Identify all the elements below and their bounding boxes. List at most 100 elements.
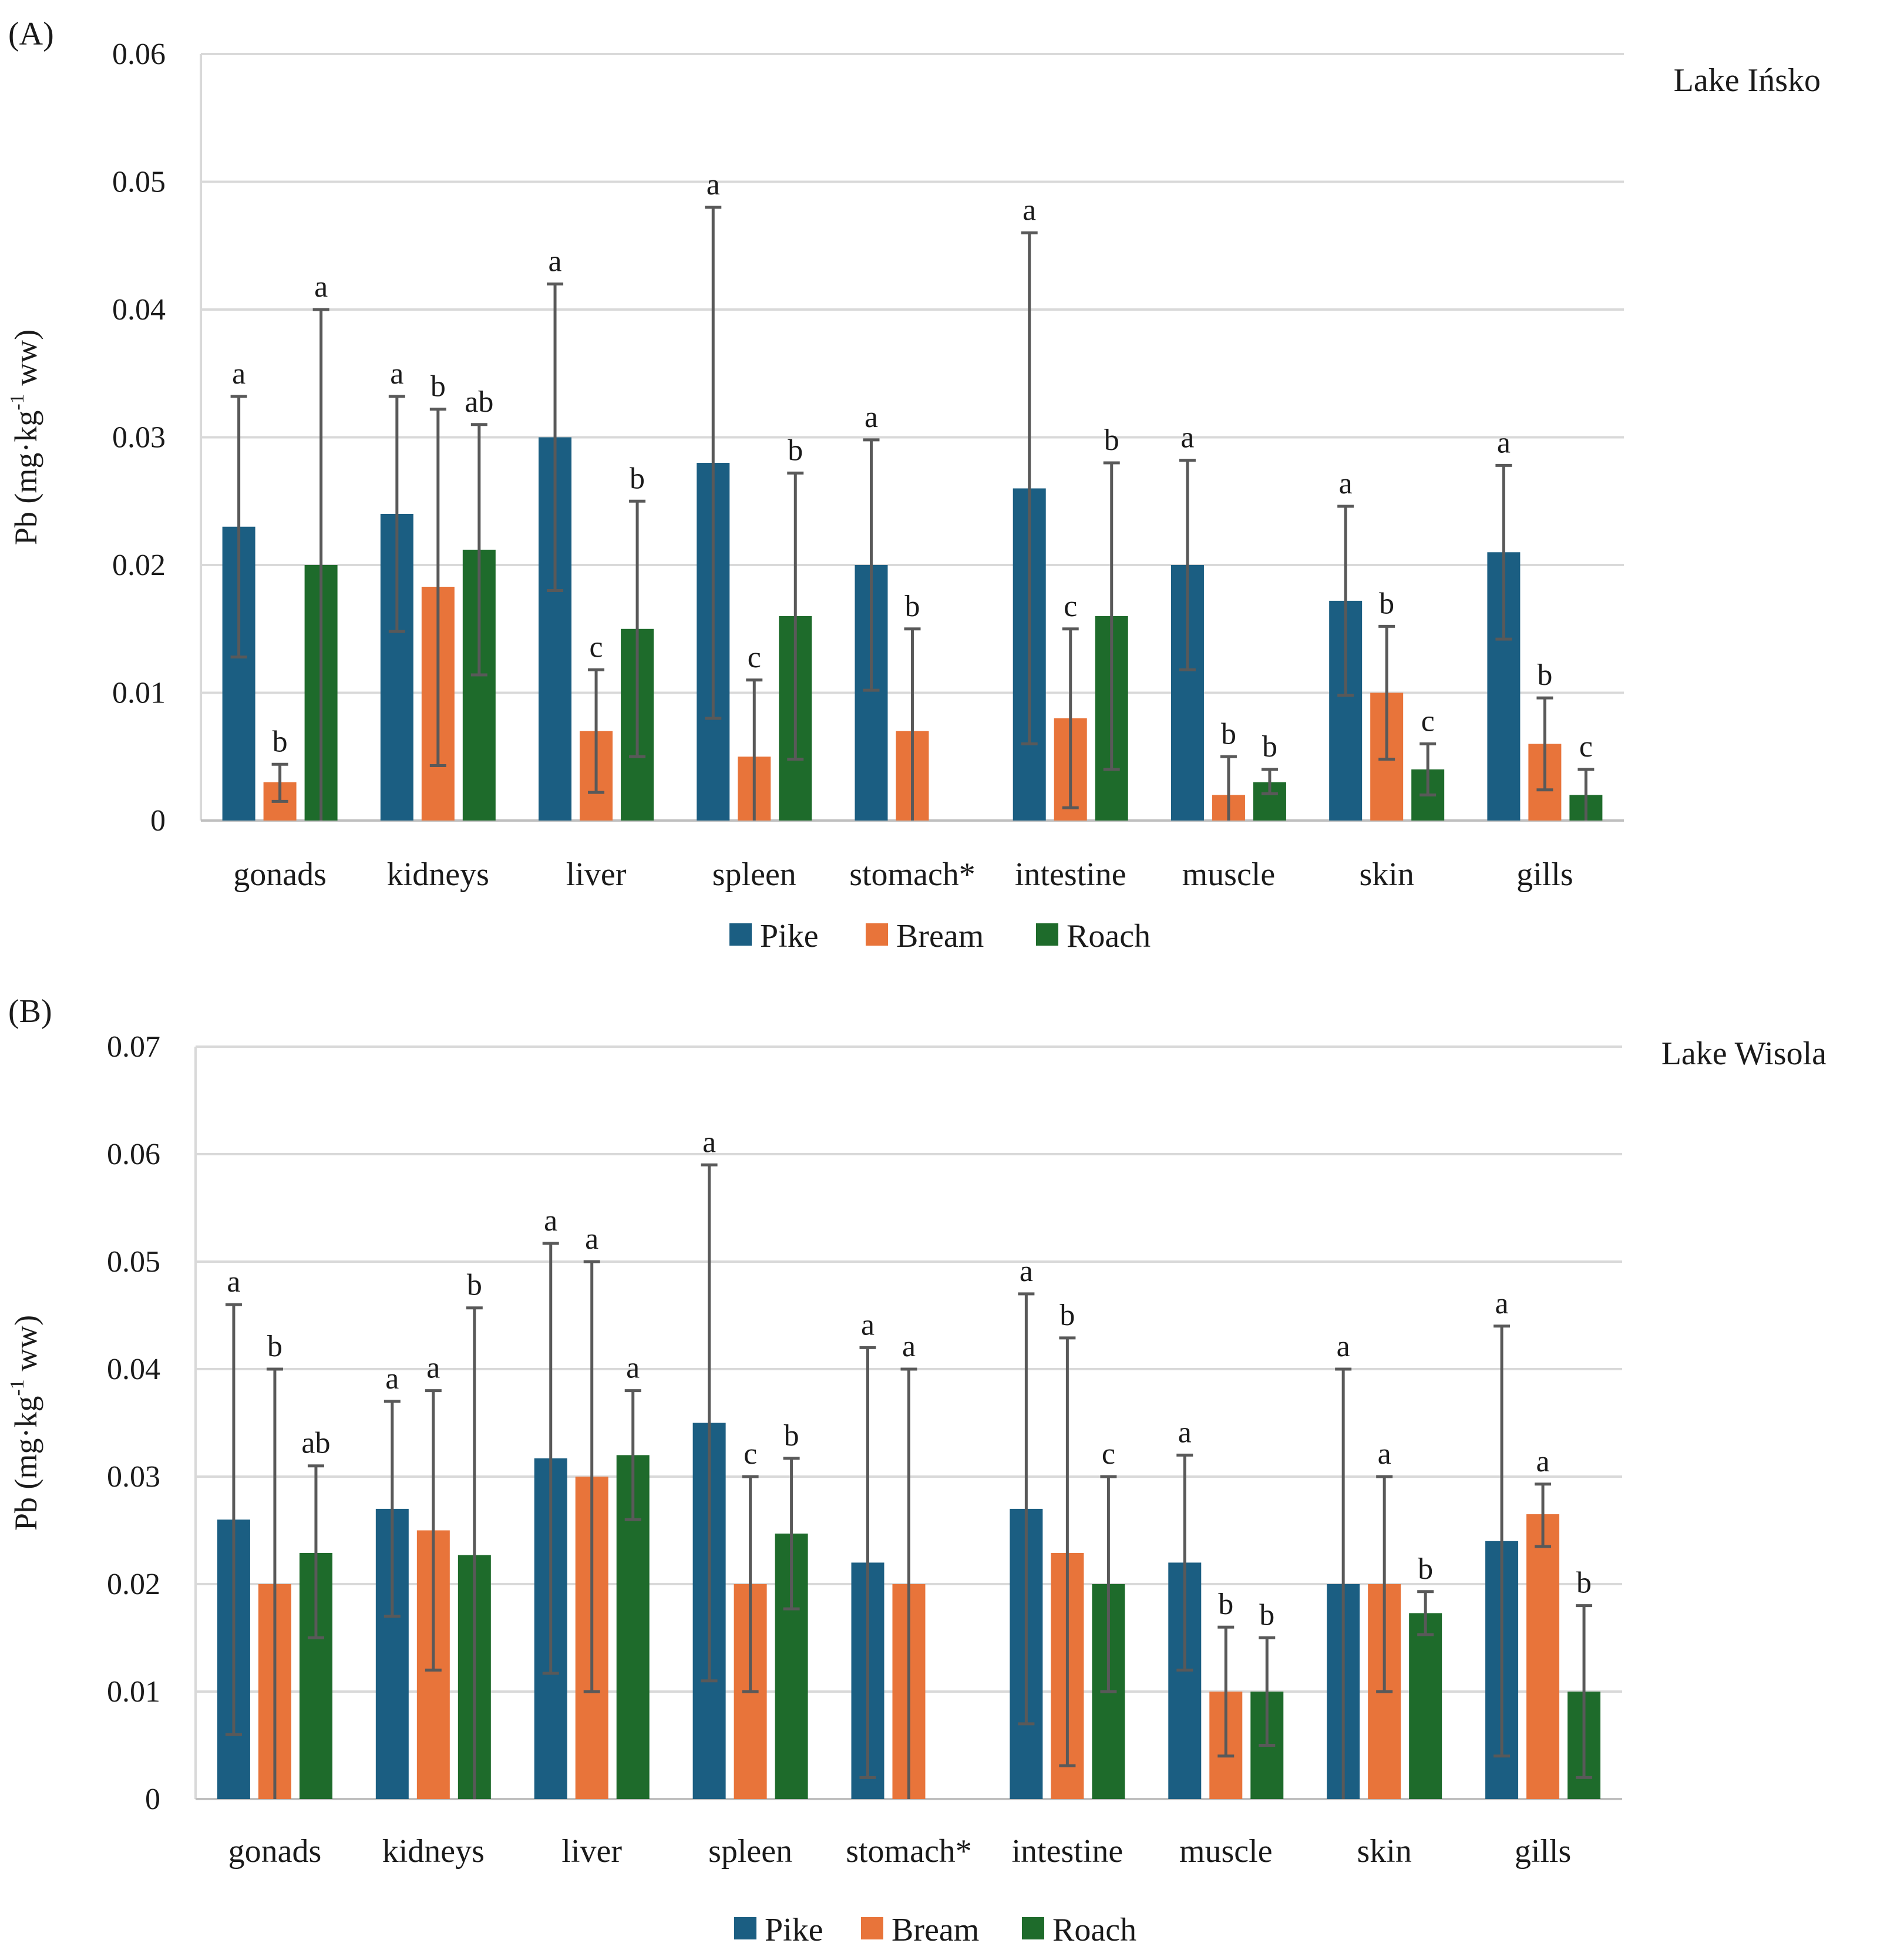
x-tick-label: gonads (233, 856, 327, 893)
significance-letter: c (1579, 730, 1593, 764)
significance-letter: a (1022, 194, 1036, 227)
y-tick-label: 0.02 (107, 1568, 160, 1601)
x-tick-label: stomach* (849, 856, 976, 893)
legend-swatch-bream (866, 923, 888, 946)
x-tick-label: muscle (1182, 856, 1276, 893)
significance-letter: c (744, 1437, 757, 1471)
x-tick-label: muscle (1179, 1833, 1273, 1870)
x-tick-label: gonads (228, 1833, 322, 1870)
significance-letter: b (905, 590, 920, 623)
significance-letter: a (232, 357, 245, 391)
panel-b: (B) 0 0.01 0.02 0.03 0.04 0.05 0.06 0.07 Lake Wis… (6, 993, 1827, 1948)
legend-swatch-bream (861, 1917, 883, 1939)
significance-letter: b (273, 725, 288, 758)
significance-letter: b (1537, 658, 1552, 692)
significance-letter: a (1378, 1437, 1391, 1471)
x-tick-label: liver (566, 856, 627, 893)
y-tick-label: 0.03 (112, 421, 166, 455)
significance-letter: b (430, 370, 446, 404)
significance-letter: c (1102, 1437, 1115, 1471)
panel-a: (A) 0 0.01 0.02 0.03 0.04 0.05 0.06 Lake Ińsko Pb… (6, 16, 1821, 954)
legend-label: Roach (1067, 918, 1151, 954)
chart-title: Lake Ińsko (1674, 62, 1821, 99)
panel-label: (A) (8, 16, 54, 52)
legend-label: Pike (765, 1912, 823, 1948)
legend-label: Bream (896, 918, 984, 954)
significance-letter: a (227, 1265, 240, 1299)
y-axis-title-sup: -1 (6, 394, 28, 410)
x-tick-label: intestine (1015, 856, 1126, 893)
significance-letter: b (1379, 587, 1394, 620)
x-tick-label: kidneys (387, 856, 489, 893)
significance-letter: a (1497, 426, 1511, 459)
y-tick-label: 0.05 (112, 166, 166, 199)
legend-label: Roach (1052, 1912, 1136, 1948)
significance-letter: a (1339, 467, 1353, 500)
legend-swatch-pike (734, 1917, 756, 1939)
significance-letter: a (426, 1352, 440, 1385)
y-tick-label: 0.06 (112, 38, 166, 71)
y-tick-label: 0 (145, 1783, 160, 1816)
significance-letter: c (748, 641, 761, 674)
significance-letter: b (630, 462, 645, 495)
significance-letter: a (549, 245, 562, 278)
bar-roach (1409, 1613, 1442, 1799)
significance-letter: b (1259, 1599, 1274, 1632)
y-axis-title-sup: -1 (6, 1379, 28, 1396)
significance-letter: b (784, 1419, 799, 1453)
y-axis-title: Pb (mg·kg-1 ww) (6, 330, 43, 545)
significance-letter: a (1020, 1255, 1033, 1288)
y-tick-label: 0.06 (107, 1138, 160, 1171)
significance-letter: a (865, 401, 878, 434)
significance-letter: a (1178, 1416, 1192, 1449)
x-tick-label: gills (1515, 1833, 1571, 1870)
significance-letter: b (1218, 1588, 1233, 1621)
legend-swatch-roach (1036, 923, 1058, 946)
y-axis-title-part: ww) (8, 330, 43, 394)
x-tick-label: skin (1357, 1833, 1411, 1870)
significance-letter: a (544, 1204, 557, 1238)
chart-title: Lake Wisola (1661, 1036, 1827, 1072)
y-axis-title-part: ww) (8, 1315, 43, 1379)
y-tick-label: 0.01 (107, 1675, 160, 1709)
significance-letter: b (788, 433, 803, 467)
significance-letter: b (1418, 1552, 1433, 1586)
x-tick-label: spleen (708, 1833, 792, 1870)
significance-letter: ab (465, 385, 493, 419)
significance-letter: b (1221, 717, 1236, 751)
x-tick-label: stomach* (846, 1833, 972, 1870)
x-tick-label: spleen (712, 856, 796, 893)
significance-letter: c (1421, 705, 1435, 738)
significance-letter: b (1104, 423, 1119, 457)
legend-swatch-roach (1022, 1917, 1044, 1939)
x-tick-label: liver (561, 1833, 622, 1870)
significance-letter: a (1495, 1287, 1509, 1320)
y-axis-title: Pb (mg·kg-1 ww) (6, 1315, 43, 1531)
y-axis-title-part: Pb (mg·kg (8, 411, 43, 546)
significance-letter: b (467, 1269, 482, 1302)
y-tick-label: 0.04 (112, 293, 166, 327)
y-tick-label: 0.07 (107, 1030, 160, 1064)
significance-letter: a (902, 1330, 916, 1363)
legend-swatch-pike (729, 923, 752, 946)
significance-letter: a (385, 1362, 399, 1396)
x-tick-label: intestine (1012, 1833, 1124, 1870)
x-tick-label: gills (1516, 856, 1573, 893)
y-tick-label: 0.03 (107, 1460, 160, 1494)
legend-label: Pike (760, 918, 819, 954)
significance-letter: b (1059, 1299, 1075, 1332)
significance-letter: a (626, 1352, 640, 1385)
x-tick-label: kidneys (382, 1833, 485, 1870)
significance-letter: a (1180, 421, 1194, 455)
legend-label: Bream (892, 1912, 979, 1948)
panel-label: (B) (8, 993, 52, 1030)
significance-letter: b (267, 1330, 282, 1363)
significance-letter: a (1337, 1330, 1350, 1363)
significance-letter: a (390, 357, 403, 391)
significance-letter: a (707, 168, 720, 201)
significance-letter: c (590, 630, 603, 664)
y-tick-label: 0.05 (107, 1245, 160, 1279)
significance-letter: a (585, 1222, 598, 1256)
significance-letter: b (1262, 730, 1277, 764)
